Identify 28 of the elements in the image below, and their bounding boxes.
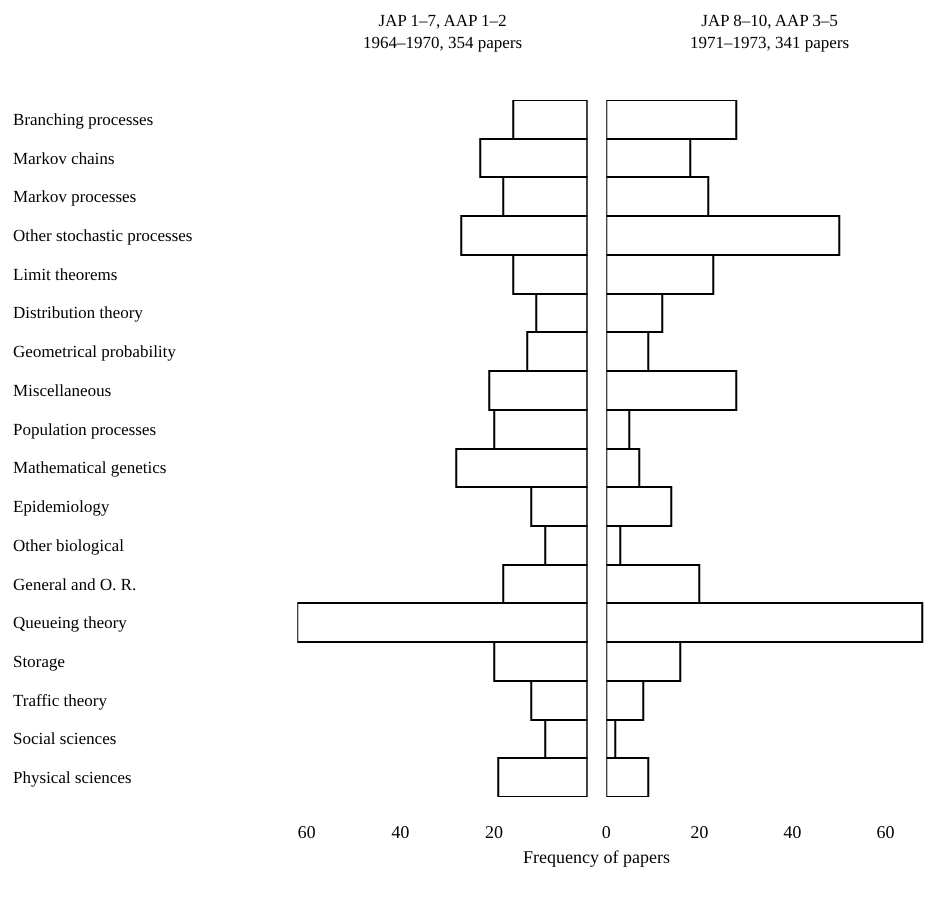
y-tick-label: Markov chains [13,149,115,168]
x-tick-label: 20 [485,822,504,842]
y-tick-label: Other stochastic processes [13,226,192,245]
x-tick-label: 0 [602,822,611,842]
y-tick-label: Population processes [13,420,156,439]
x-tick-label: 40 [391,822,410,842]
x-tick-label: 20 [690,822,708,842]
y-tick-label: Distribution theory [13,303,144,322]
y-tick-label: Queueing theory [13,613,128,632]
y-tick-label: Geometrical probability [13,342,176,361]
y-tick-label: Other biological [13,536,124,555]
y-tick-label: Branching processes [13,110,154,129]
x-tick-label: 60 [298,822,316,842]
chart-title: JAP 8–10, AAP 3–5 1971–1973, 341 papers [690,11,850,52]
chart-title: JAP 1–7, AAP 1–2 1964–1970, 354 papers [363,11,522,52]
y-tick-label: Storage [13,652,65,671]
y-tick-label: Limit theorems [13,265,118,284]
y-tick-label: Mathematical genetics [13,458,166,477]
y-tick-label: Traffic theory [13,691,108,710]
x-tick-label: 60 [876,822,894,842]
y-tick-label: Markov processes [13,187,136,206]
y-tick-label: Social sciences [13,729,116,748]
x-tick-label: 40 [783,822,802,842]
x-axis-title: Frequency of papers [523,847,670,867]
y-tick-label: Epidemiology [13,497,110,516]
y-tick-label: Miscellaneous [13,381,112,400]
y-tick-label: General and O. R. [13,575,136,594]
y-tick-label: Physical sciences [13,768,132,787]
